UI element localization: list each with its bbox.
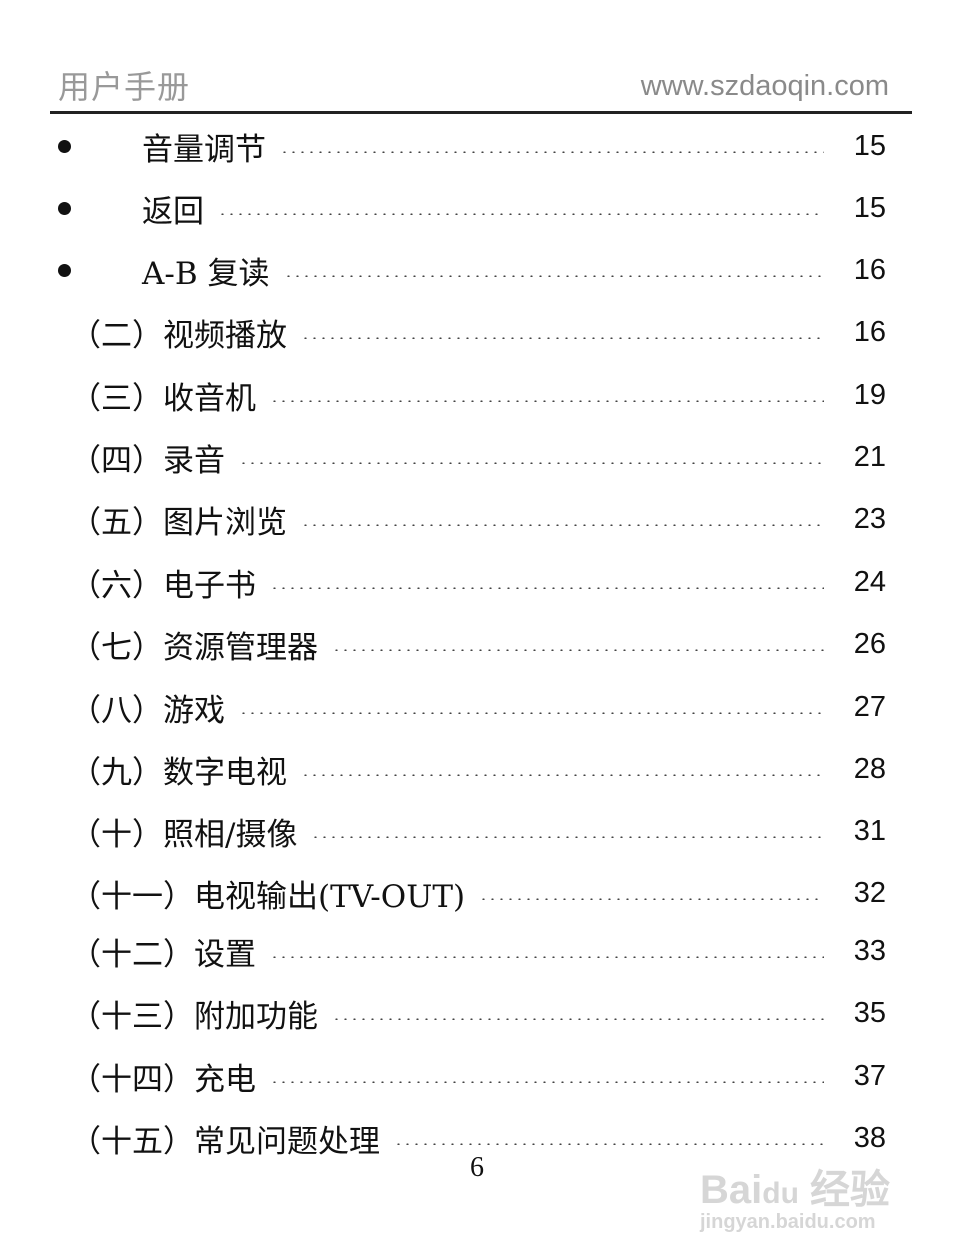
toc-entry-page: 35 [853, 996, 886, 1029]
toc-entry[interactable]: （七）资源管理器 26 [0, 622, 964, 666]
toc-entry-page: 26 [853, 627, 886, 660]
watermark-logo: Baidu 经验 [700, 1168, 891, 1212]
toc-entry-title: （四）录音 [70, 442, 225, 479]
toc-entry[interactable]: （十三）附加功能 35 [0, 991, 964, 1035]
dot-leader [239, 712, 824, 714]
toc-entry-page: 27 [853, 690, 886, 723]
bullet-icon [58, 140, 71, 153]
toc-entry[interactable]: （十）照相/摄像 31 [0, 809, 964, 853]
bullet-icon [58, 264, 71, 277]
dot-leader [301, 524, 824, 526]
toc-entry-title: （五）图片浏览 [70, 504, 287, 541]
dot-leader [301, 774, 824, 776]
toc-entry-title: （二）视频播放 [70, 317, 287, 354]
toc-entry-title: （十）照相/摄像 [70, 816, 298, 853]
dot-leader [332, 649, 824, 651]
toc-entry-page: 16 [853, 315, 886, 348]
dot-leader [301, 337, 824, 339]
header-rule [50, 111, 912, 114]
toc-entry[interactable]: （六）电子书 24 [0, 560, 964, 604]
toc-entry-page: 37 [853, 1059, 886, 1092]
toc-entry[interactable]: A-B 复读 16 [0, 248, 964, 292]
bullet-icon [58, 202, 71, 215]
toc-entry-page: 15 [853, 129, 886, 162]
watermark: Baidu 经验 jingyan.baidu.com [700, 1170, 890, 1232]
toc-entry-page: 28 [853, 752, 886, 785]
toc-entry[interactable]: 返回 15 [0, 186, 964, 230]
toc-entry-title: （十一）电视输出(TV-OUT) [70, 878, 466, 915]
dot-leader [270, 400, 824, 402]
dot-leader [270, 587, 824, 589]
dot-leader [239, 462, 824, 464]
toc-entry-title: （八）游戏 [70, 692, 225, 729]
toc-entry-page: 24 [853, 565, 886, 598]
toc-entry-title: 返回 [142, 193, 204, 230]
header-url: www.szdaoqin.com [640, 70, 889, 102]
dot-leader [479, 898, 824, 900]
header-title: 用户手册 [58, 68, 191, 106]
toc-entry-page: 19 [853, 378, 886, 411]
toc-entry-page: 23 [853, 502, 886, 535]
toc-entry-title: （十四）充电 [70, 1061, 256, 1098]
toc-entry-page: 16 [853, 253, 886, 286]
toc-entry-title: （六）电子书 [70, 567, 256, 604]
dot-leader [394, 1143, 824, 1145]
toc-entry[interactable]: （十二）设置 33 [0, 929, 964, 973]
dot-leader [270, 956, 824, 958]
toc-entry[interactable]: （二）视频播放 16 [0, 310, 964, 354]
dot-leader [280, 151, 824, 153]
toc-entry-page: 33 [853, 934, 886, 967]
toc-entry-title: A-B 复读 [142, 255, 270, 292]
dot-leader [218, 213, 824, 215]
toc-entry-title: 音量调节 [142, 131, 266, 168]
toc-entry-title: （三）收音机 [70, 380, 256, 417]
dot-leader [283, 275, 824, 277]
dot-leader [270, 1081, 824, 1083]
toc-entry[interactable]: （十五）常见问题处理 38 [0, 1116, 964, 1160]
toc-entry-page: 31 [853, 814, 886, 847]
toc-entry-title: （十三）附加功能 [70, 998, 318, 1035]
toc-entry[interactable]: （五）图片浏览 23 [0, 497, 964, 541]
toc-entry-page: 38 [853, 1121, 886, 1154]
toc-entry[interactable]: 音量调节 15 [0, 124, 964, 168]
toc-entry[interactable]: （十四）充电 37 [0, 1054, 964, 1098]
dot-leader [332, 1018, 824, 1020]
toc-entry[interactable]: （八）游戏 27 [0, 685, 964, 729]
toc-entry-title: （十二）设置 [70, 936, 256, 973]
toc-entry-page: 21 [853, 440, 886, 473]
toc-entry[interactable]: （九）数字电视 28 [0, 747, 964, 791]
toc-entry-page: 32 [853, 876, 886, 909]
toc-entry-title: （七）资源管理器 [70, 629, 318, 666]
watermark-url: jingyan.baidu.com [700, 1211, 876, 1233]
toc-entry-title: （十五）常见问题处理 [70, 1123, 380, 1160]
toc-entry-page: 15 [853, 191, 886, 224]
page-number: 6 [470, 1152, 484, 1183]
toc-entry-title: （九）数字电视 [70, 754, 287, 791]
dot-leader [311, 836, 824, 838]
toc-entry[interactable]: （十一）电视输出(TV-OUT) 32 [0, 871, 964, 915]
toc-entry[interactable]: （三）收音机 19 [0, 373, 964, 417]
toc-entry[interactable]: （四）录音 21 [0, 435, 964, 479]
